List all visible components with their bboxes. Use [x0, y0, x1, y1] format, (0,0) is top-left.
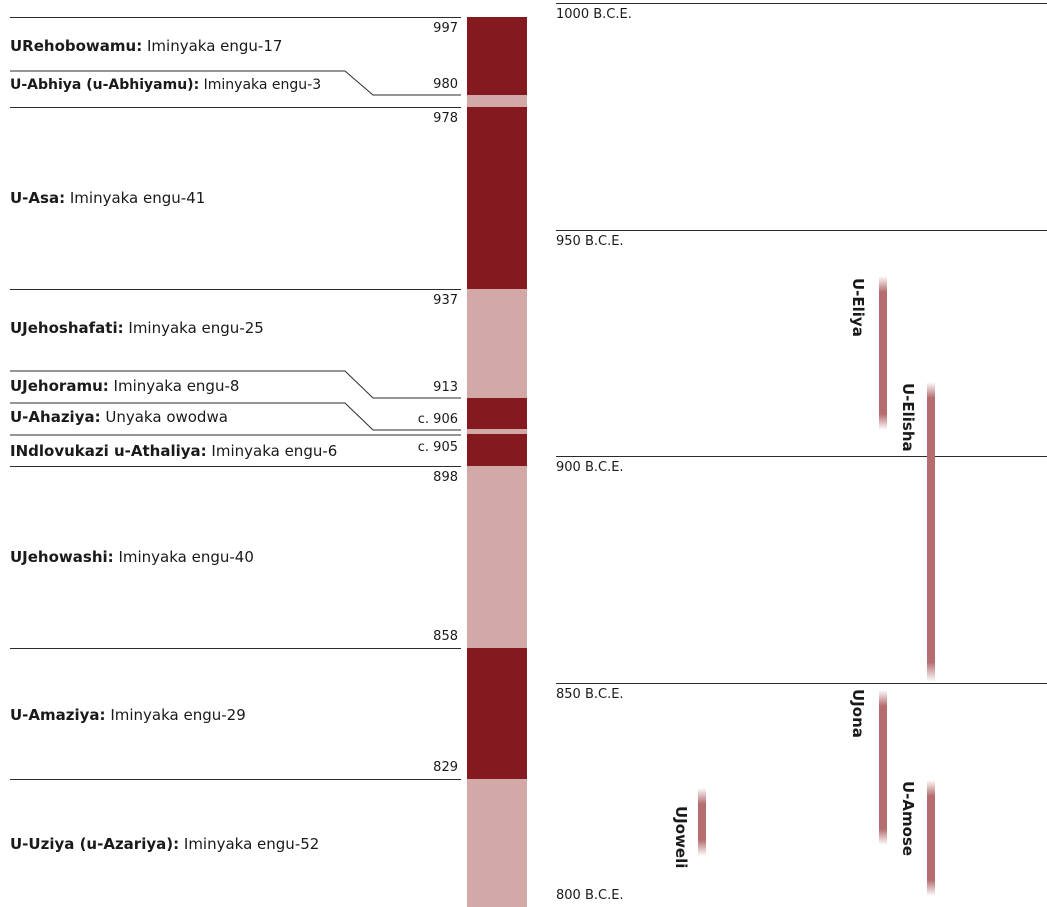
king-name: U-Abhiya (u-Abhiyamu):	[10, 77, 200, 93]
reign-duration: Iminyaka engu-25	[128, 319, 264, 337]
reign-duration: Iminyaka engu-17	[147, 37, 283, 55]
start-year-label: c. 905	[417, 440, 458, 455]
reign-label: U-Uziya (u-Azariya): Iminyaka engu-52	[10, 835, 319, 853]
reign-segment-asa	[467, 107, 527, 289]
reign-divider	[10, 648, 461, 649]
reign-label: UJehowashi: Iminyaka engu-40	[10, 548, 254, 566]
prophet-label-amose: U-Amose	[899, 781, 917, 857]
reign-duration: Iminyaka engu-52	[183, 835, 320, 853]
reign-duration: Iminyaka engu-40	[118, 548, 254, 566]
prophet-label-joweli: UJoweli	[672, 806, 690, 869]
prophet-bar-amose	[927, 780, 935, 896]
reign-duration: Iminyaka engu-41	[69, 189, 206, 207]
reign-divider	[10, 289, 461, 290]
king-name: U-Amaziya:	[10, 706, 106, 724]
king-name: INdlovukazi u-Athaliya:	[10, 442, 207, 460]
prophet-bar-joweli	[698, 788, 706, 856]
reign-duration: Unyaka owodwa	[105, 408, 228, 426]
era-label: 900 B.C.E.	[556, 460, 624, 475]
king-name: UJehoramu:	[10, 377, 109, 395]
start-year-label: 937	[433, 293, 458, 308]
reign-divider	[10, 107, 461, 108]
reign-segment-jehoramu	[467, 398, 527, 429]
prophet-label-elisha: U-Elisha	[899, 383, 917, 452]
prophet-bar-elisha	[927, 382, 935, 682]
reign-segment-jehowashi	[467, 466, 527, 648]
reign-divider	[10, 779, 461, 780]
reign-segment-uziya	[467, 779, 527, 907]
era-rule	[556, 683, 1047, 684]
reign-duration: Iminyaka engu-29	[110, 706, 246, 724]
start-year-label: c. 906	[417, 412, 458, 427]
reign-segment-athaliya	[467, 434, 527, 466]
king-name: UJehowashi:	[10, 548, 114, 566]
reign-label: U-Abhiya (u-Abhiyamu): Iminyaka engu-3	[10, 77, 321, 93]
era-label: 800 B.C.E.	[556, 888, 624, 903]
prophet-label-jona: UJona	[849, 689, 867, 738]
era-rule	[556, 456, 1047, 457]
reign-segment-ahaziya	[467, 429, 527, 434]
era-rule	[556, 230, 1047, 231]
start-year-label: 829	[433, 760, 458, 775]
king-name: U-Asa:	[10, 189, 66, 207]
era-label: 950 B.C.E.	[556, 234, 624, 249]
reign-segment-amaziya	[467, 648, 527, 779]
reign-segment-abhiya	[467, 95, 527, 107]
reign-segment-jehoshafati	[467, 289, 527, 398]
reign-label: INdlovukazi u-Athaliya: Iminyaka engu-6	[10, 442, 337, 460]
reign-duration: Iminyaka engu-6	[211, 442, 338, 460]
start-year-label: 858	[433, 629, 458, 644]
reign-label: U-Amaziya: Iminyaka engu-29	[10, 706, 246, 724]
prophet-bar-eliya	[879, 276, 887, 430]
king-name: U-Ahaziya:	[10, 408, 101, 426]
start-year-label: 978	[433, 111, 458, 126]
era-label: 1000 B.C.E.	[556, 7, 632, 22]
prophet-bar-jona	[879, 690, 887, 845]
start-year-label: 898	[433, 470, 458, 485]
reign-label: UJehoshafati: Iminyaka engu-25	[10, 319, 264, 337]
start-year-label: 997	[433, 21, 458, 36]
king-name: URehobowamu:	[10, 37, 143, 55]
reign-duration: Iminyaka engu-8	[113, 377, 240, 395]
reign-label: UJehoramu: Iminyaka engu-8	[10, 377, 239, 395]
reign-duration: Iminyaka engu-3	[203, 77, 322, 93]
reign-label: U-Ahaziya: Unyaka owodwa	[10, 408, 228, 426]
reign-label: U-Asa: Iminyaka engu-41	[10, 189, 205, 207]
king-name: UJehoshafati:	[10, 319, 124, 337]
reign-divider	[10, 17, 461, 18]
reign-divider	[10, 466, 461, 467]
king-name: U-Uziya (u-Azariya):	[10, 835, 180, 853]
start-year-label: 980	[433, 77, 458, 92]
era-rule	[556, 3, 1047, 4]
era-label: 850 B.C.E.	[556, 687, 624, 702]
prophet-label-eliya: U-Eliya	[849, 278, 867, 337]
reign-label: URehobowamu: Iminyaka engu-17	[10, 37, 282, 55]
start-year-label: 913	[433, 380, 458, 395]
reign-segment-rehobowamu	[467, 17, 527, 95]
